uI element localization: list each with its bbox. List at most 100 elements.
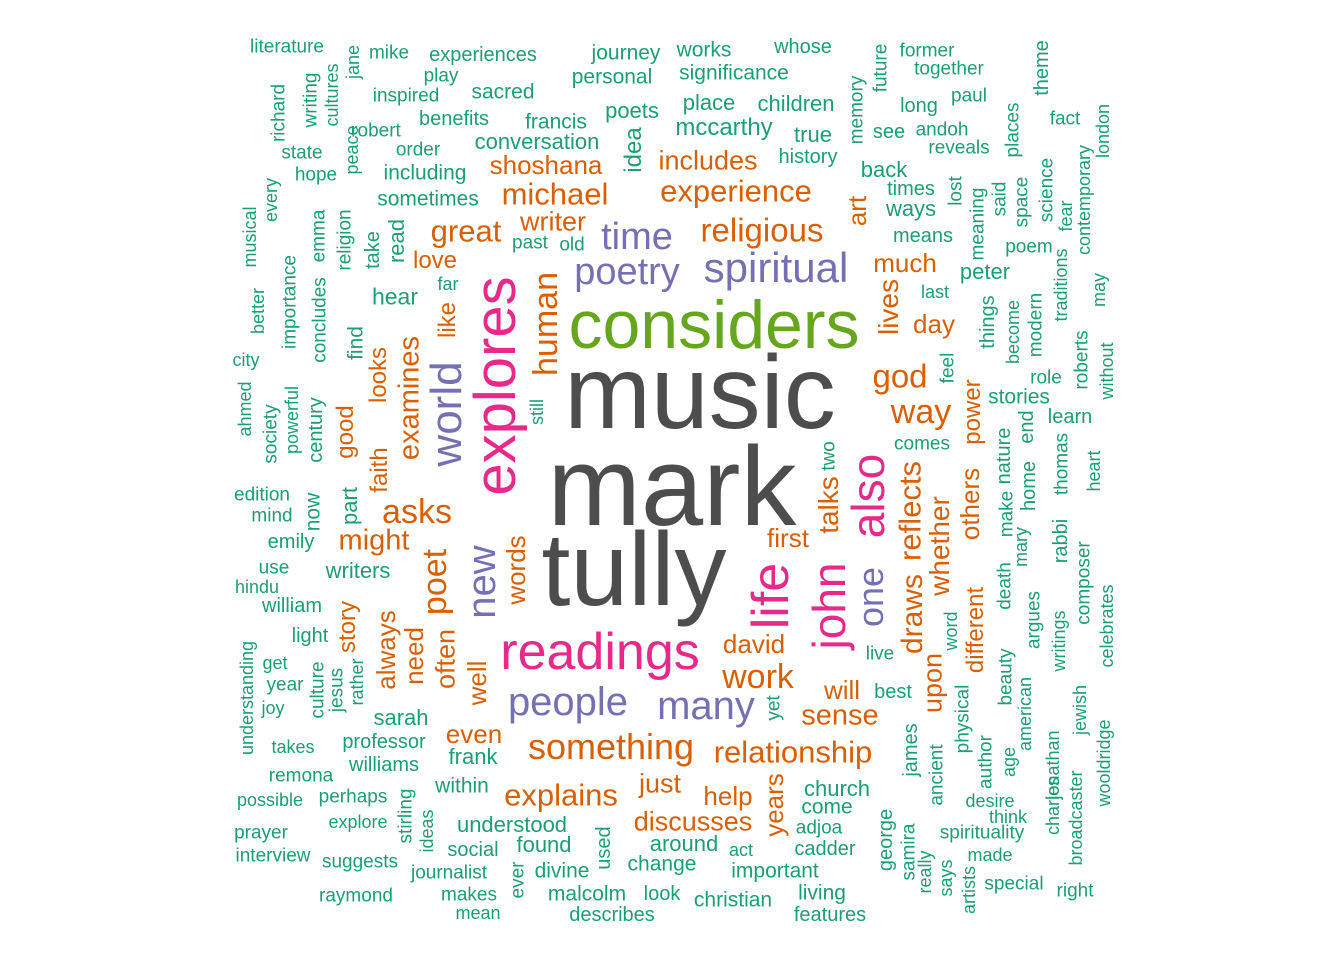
cloud-word-robert: robert (351, 120, 401, 142)
cloud-word-love: love (412, 247, 458, 274)
cloud-word-will: will (823, 675, 861, 705)
cloud-word-whose: whose (774, 36, 832, 58)
cloud-word-way: way (890, 393, 952, 431)
cloud-word-two: two (818, 441, 840, 471)
cloud-word-concludes: concludes (309, 277, 331, 363)
cloud-word-beauty: beauty (995, 648, 1017, 706)
cloud-word-whether: whether (924, 496, 955, 596)
cloud-word-city: city (232, 350, 260, 370)
cloud-word-end: end (1016, 410, 1038, 444)
cloud-word-look: look (643, 883, 681, 905)
cloud-word-places: places (1002, 102, 1024, 158)
cloud-word-poem: poem (1005, 236, 1053, 258)
cloud-word-importance: importance (279, 255, 301, 349)
cloud-word-frank: frank (448, 744, 498, 769)
cloud-word-within: within (435, 774, 489, 798)
cloud-word-might: might (338, 524, 410, 557)
cloud-word-human: human (527, 272, 565, 376)
cloud-word-professor: professor (342, 731, 426, 753)
cloud-word-used: used (593, 826, 615, 870)
cloud-word-find: find (344, 326, 368, 360)
cloud-word-perhaps: perhaps (318, 786, 388, 808)
cloud-word-draws: draws (896, 573, 929, 655)
cloud-word-george: george (875, 808, 897, 872)
cloud-word-adjoa: adjoa (795, 817, 843, 839)
cloud-word-former: former (899, 40, 955, 62)
cloud-word-take: take (362, 231, 384, 269)
cloud-word-century: century (305, 397, 327, 463)
cloud-word-malcolm: malcolm (547, 882, 627, 906)
cloud-word-history: history (778, 146, 838, 168)
cloud-word-says: says (936, 859, 956, 897)
cloud-word-rather: rather (347, 658, 367, 706)
cloud-word-religious: religious (700, 211, 824, 249)
cloud-word-powerful: powerful (282, 385, 302, 455)
cloud-word-includes: includes (658, 145, 758, 176)
cloud-word-world: world (422, 361, 471, 467)
cloud-word-light: light (291, 625, 329, 647)
cloud-word-best: best (874, 681, 912, 703)
cloud-word-william: william (262, 595, 322, 617)
cloud-word-understood: understood (456, 812, 568, 837)
cloud-word-considers: considers (568, 287, 860, 363)
cloud-word-john: john (803, 562, 855, 650)
cloud-word-reveals: reveals (928, 137, 990, 159)
cloud-word-richard: richard (268, 83, 290, 143)
cloud-word-david: david (722, 629, 786, 659)
cloud-word-think: think (988, 807, 1028, 827)
cloud-word-space: space (1011, 176, 1033, 228)
cloud-word-significance: significance (679, 61, 789, 85)
cloud-word-memory: memory (846, 75, 868, 145)
cloud-word-ancient: ancient (926, 744, 948, 806)
cloud-word-said: said (989, 181, 1011, 217)
cloud-word-broadcaster: broadcaster (1066, 770, 1086, 866)
cloud-word-still: still (527, 399, 547, 425)
cloud-word-cultures: cultures (322, 63, 342, 127)
cloud-word-suggests: suggests (321, 851, 399, 873)
cloud-word-meaning: meaning (967, 187, 989, 261)
cloud-word-use: use (258, 557, 290, 579)
cloud-word-raymond: raymond (319, 885, 393, 907)
cloud-word-first: first (767, 523, 809, 553)
cloud-word-society: society (260, 404, 282, 464)
cloud-word-may: may (1089, 272, 1109, 308)
cloud-word-sarah: sarah (373, 705, 429, 730)
cloud-word-relationship: relationship (713, 734, 873, 770)
cloud-word-shoshana: shoshana (489, 150, 603, 180)
cloud-word-future: future (870, 43, 892, 93)
cloud-word-ahmed: ahmed (235, 381, 255, 437)
cloud-word-time: time (601, 216, 673, 258)
cloud-word-lives: lives (873, 278, 904, 336)
cloud-word-good: good (332, 405, 359, 459)
cloud-word-edition: edition (234, 484, 290, 506)
cloud-word-interview: interview (235, 845, 311, 867)
cloud-word-james: james (900, 723, 922, 777)
cloud-word-possible: possible (236, 790, 304, 810)
cloud-word-conversation: conversation (474, 129, 600, 154)
cloud-word-better: better (248, 287, 268, 335)
cloud-word-mean: mean (455, 903, 501, 923)
cloud-word-just: just (638, 768, 682, 799)
cloud-word-heart: heart (1084, 450, 1104, 492)
cloud-word-journalist: journalist (410, 862, 488, 884)
cloud-word-always: always (371, 610, 401, 690)
cloud-word-last: last (920, 282, 950, 302)
cloud-word-author: author (975, 735, 997, 789)
cloud-word-including: including (383, 161, 467, 185)
cloud-word-examines: examines (393, 335, 426, 461)
cloud-word-back: back (860, 157, 908, 182)
cloud-word-writings: writings (1049, 610, 1069, 672)
cloud-word-now: now (301, 492, 325, 532)
cloud-word-writer: writer (520, 206, 586, 237)
cloud-word-artists: artists (959, 865, 979, 915)
cloud-word-emily: emily (267, 531, 315, 553)
cloud-word-day: day (913, 309, 955, 339)
cloud-word-new: new (460, 545, 504, 619)
cloud-word-mary: mary (1011, 527, 1031, 567)
cloud-word-something: something (527, 726, 695, 767)
cloud-word-personal: personal (571, 65, 653, 89)
cloud-word-play: play (423, 65, 459, 87)
cloud-word-sacred: sacred (471, 80, 535, 104)
cloud-word-benefits: benefits (418, 108, 490, 130)
